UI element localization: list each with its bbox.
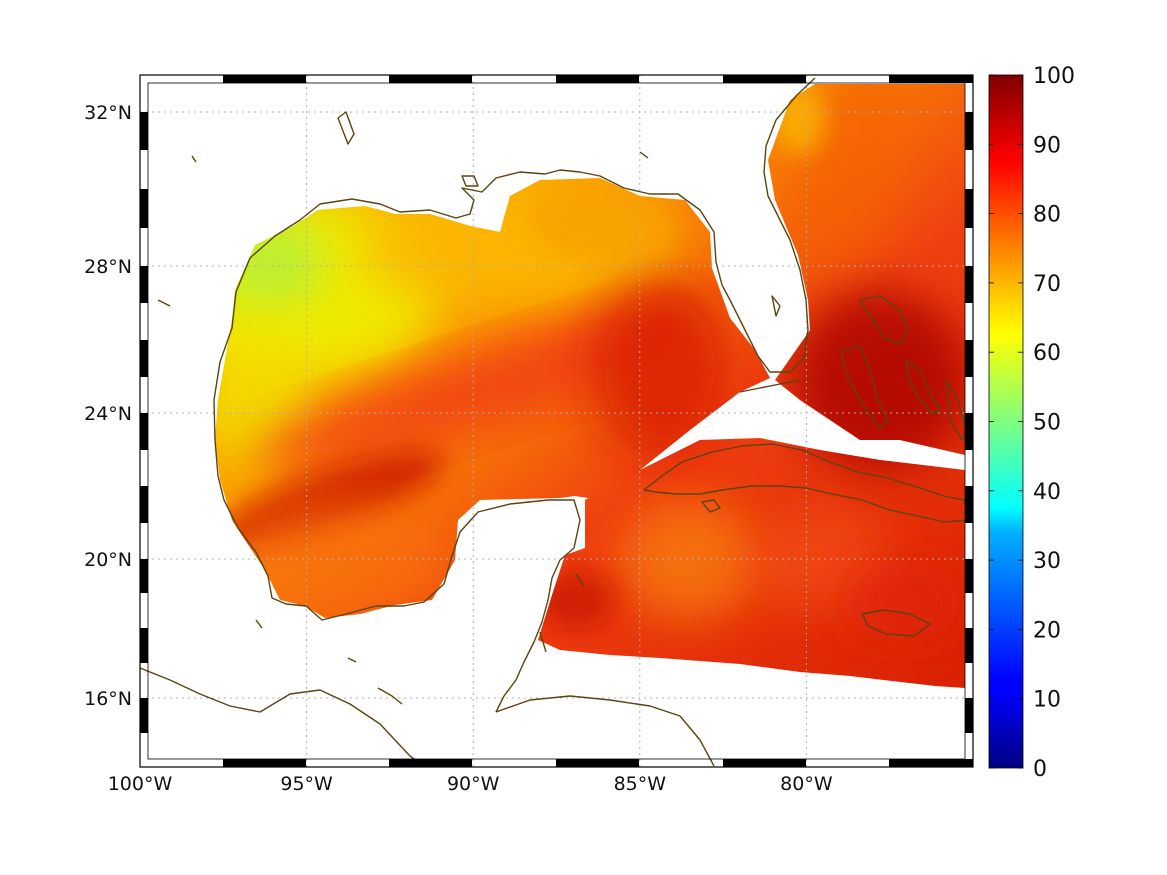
y-axis-labels: 32°N 28°N 24°N 20°N 16°N (84, 102, 132, 710)
x-tick-label: 80°W (780, 773, 833, 795)
x-axis-labels: 100°W 95°W 90°W 85°W 80°W (108, 773, 833, 795)
colorbar-tick-label: 70 (1033, 272, 1061, 297)
colorbar-tick-label: 40 (1033, 480, 1061, 505)
map-frame (139, 74, 974, 768)
colorbar-tick-label: 90 (1033, 133, 1061, 158)
colorbar-tick-label: 100 (1033, 64, 1075, 89)
x-tick-label: 100°W (108, 773, 173, 795)
coastlines (140, 77, 971, 767)
colorbar-tick-label: 50 (1033, 411, 1061, 436)
colorbar-tick-label: 0 (1033, 757, 1047, 782)
y-tick-label: 20°N (84, 549, 132, 571)
y-tick-label: 32°N (84, 102, 132, 124)
colorbar-tick-label: 20 (1033, 618, 1061, 643)
x-tick-label: 95°W (280, 773, 333, 795)
colorbar-tick-label: 80 (1033, 203, 1061, 228)
x-tick-label: 85°W (614, 773, 667, 795)
colorbar-tick-label: 10 (1033, 688, 1061, 713)
x-tick-label: 90°W (447, 773, 500, 795)
colorbar-tick-label: 30 (1033, 549, 1061, 574)
y-tick-label: 16°N (84, 688, 132, 710)
colorbar-tick-label: 60 (1033, 341, 1061, 366)
y-tick-label: 24°N (84, 403, 132, 425)
y-tick-label: 28°N (84, 256, 132, 278)
colorbar-gradient (988, 74, 1024, 769)
